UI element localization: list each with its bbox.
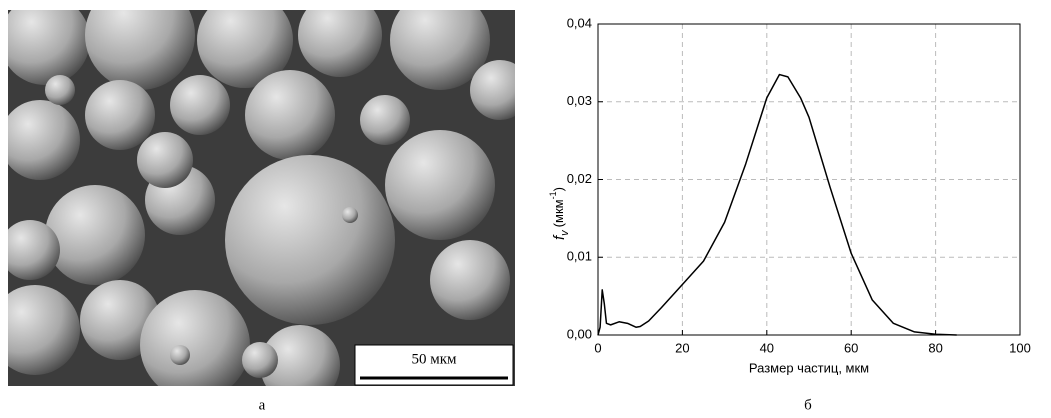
y-label-close: ) — [551, 187, 566, 191]
y-label-sub: v — [559, 229, 571, 236]
line-series — [597, 73, 957, 336]
x-tick-label: 40 — [760, 340, 774, 355]
y-label-unit: (мкм — [551, 199, 566, 227]
scale-label: 50 мкм — [411, 351, 457, 367]
x-tick-label: 60 — [844, 340, 858, 355]
particles — [8, 10, 515, 386]
y-axis-label: fv (мкм-1) — [548, 187, 571, 240]
y-tick-label: 0,02 — [567, 171, 592, 186]
x-tick-label: 80 — [928, 340, 942, 355]
y-tick-label: 0,03 — [567, 93, 592, 108]
panel-caption: б — [804, 397, 812, 413]
y-tick-label: 0,00 — [567, 326, 592, 341]
chart: 0,00 0,01 0,02 0,03 0,04 0 20 40 60 80 100 Размер ч… — [567, 15, 1031, 375]
x-axis-label: Размер частиц, мкм — [749, 360, 869, 375]
plot-frame — [597, 23, 1021, 336]
y-tick-label: 0,04 — [567, 15, 592, 30]
y-label-symbol: f — [551, 234, 568, 240]
sem-image: 50 мкм — [8, 10, 515, 386]
x-tick-label: 0 — [594, 340, 601, 355]
y-label-sup: -1 — [548, 191, 558, 199]
panel-caption: а — [259, 397, 266, 413]
y-tick-label: 0,01 — [567, 249, 592, 264]
x-tick-label: 100 — [1009, 340, 1031, 355]
x-tick-label: 20 — [675, 340, 689, 355]
